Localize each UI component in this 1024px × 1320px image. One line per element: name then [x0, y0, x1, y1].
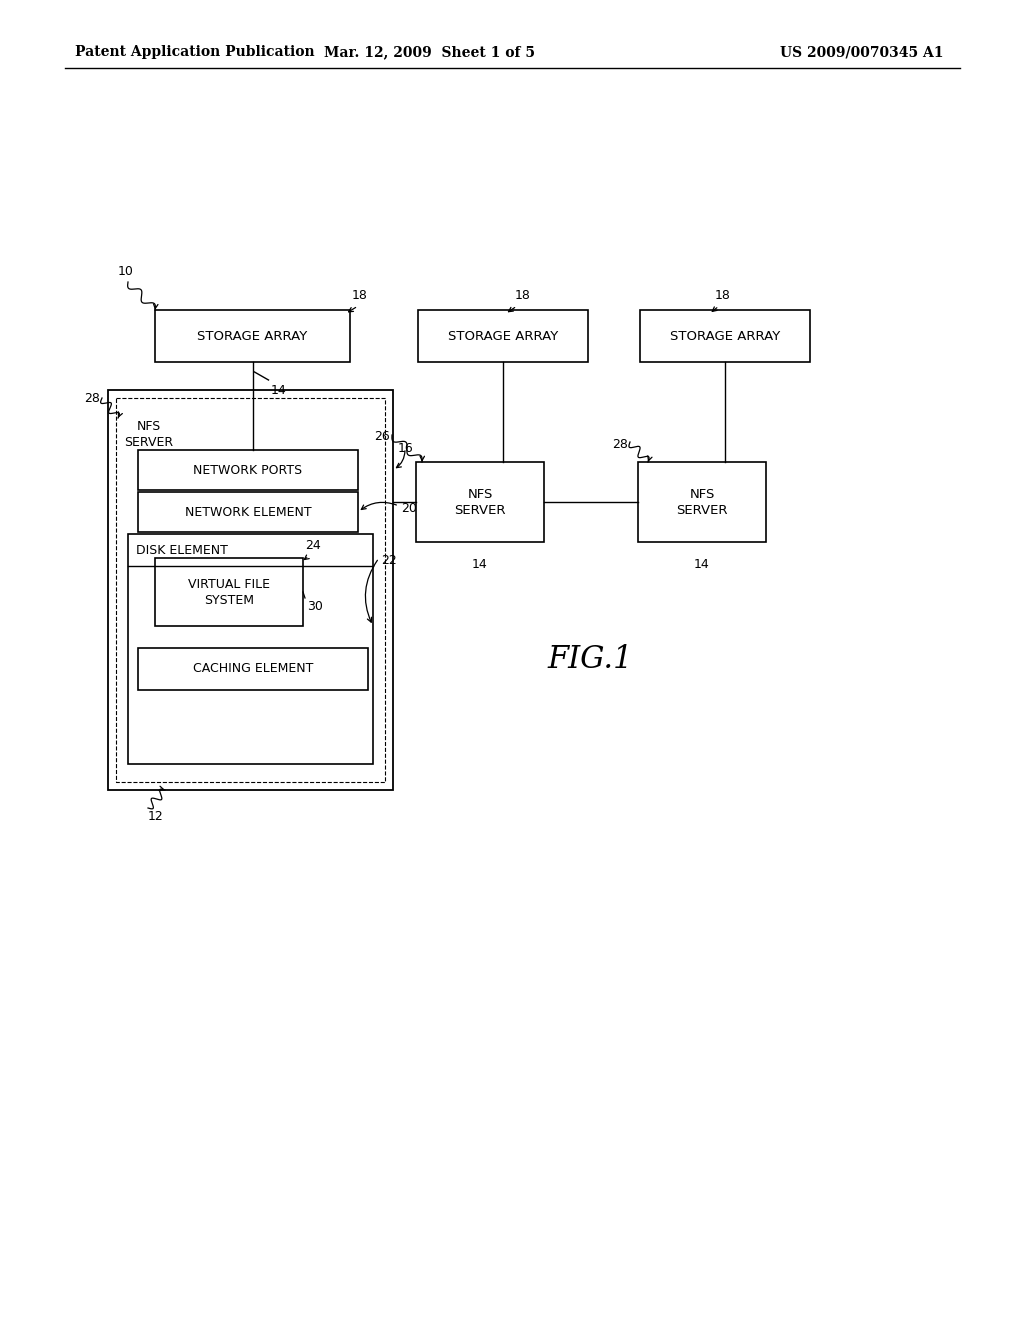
Text: NETWORK ELEMENT: NETWORK ELEMENT	[184, 506, 311, 519]
Text: 28: 28	[612, 438, 628, 451]
Text: 22: 22	[381, 554, 396, 568]
Text: DISK ELEMENT: DISK ELEMENT	[136, 544, 228, 557]
Text: Mar. 12, 2009  Sheet 1 of 5: Mar. 12, 2009 Sheet 1 of 5	[325, 45, 536, 59]
Text: 28: 28	[84, 392, 100, 405]
Text: NFS
SERVER: NFS SERVER	[124, 420, 173, 449]
Bar	[108, 389, 393, 789]
Text: STORAGE ARRAY: STORAGE ARRAY	[670, 330, 780, 342]
Bar	[128, 535, 373, 764]
Bar	[155, 310, 350, 362]
Text: CACHING ELEMENT: CACHING ELEMENT	[193, 663, 313, 676]
Text: 10: 10	[118, 265, 134, 279]
Text: 16: 16	[398, 442, 414, 455]
Text: 18: 18	[352, 289, 368, 302]
Bar	[138, 648, 368, 690]
Bar	[138, 450, 358, 490]
Text: STORAGE ARRAY: STORAGE ARRAY	[447, 330, 558, 342]
Text: 14: 14	[694, 558, 710, 572]
Text: 12: 12	[148, 810, 164, 822]
Text: NFS
SERVER: NFS SERVER	[455, 487, 506, 516]
Bar	[116, 399, 385, 781]
Text: STORAGE ARRAY: STORAGE ARRAY	[198, 330, 307, 342]
Text: 20: 20	[401, 502, 417, 515]
Bar	[640, 310, 810, 362]
Bar	[416, 462, 544, 543]
Text: Patent Application Publication: Patent Application Publication	[75, 45, 314, 59]
Text: 14: 14	[270, 384, 287, 397]
Bar	[155, 558, 303, 626]
Text: VIRTUAL FILE
SYSTEM: VIRTUAL FILE SYSTEM	[188, 578, 270, 606]
Text: 26: 26	[374, 430, 390, 444]
Bar	[638, 462, 766, 543]
Text: 30: 30	[307, 601, 323, 612]
Text: 14: 14	[472, 558, 487, 572]
Text: 18: 18	[515, 289, 530, 302]
Bar	[418, 310, 588, 362]
Text: FIG.1: FIG.1	[547, 644, 633, 676]
Text: NFS
SERVER: NFS SERVER	[676, 487, 728, 516]
Text: US 2009/0070345 A1: US 2009/0070345 A1	[780, 45, 943, 59]
Text: 24: 24	[305, 539, 321, 552]
Text: NETWORK PORTS: NETWORK PORTS	[194, 463, 302, 477]
Text: 18: 18	[715, 289, 731, 302]
Bar	[138, 492, 358, 532]
